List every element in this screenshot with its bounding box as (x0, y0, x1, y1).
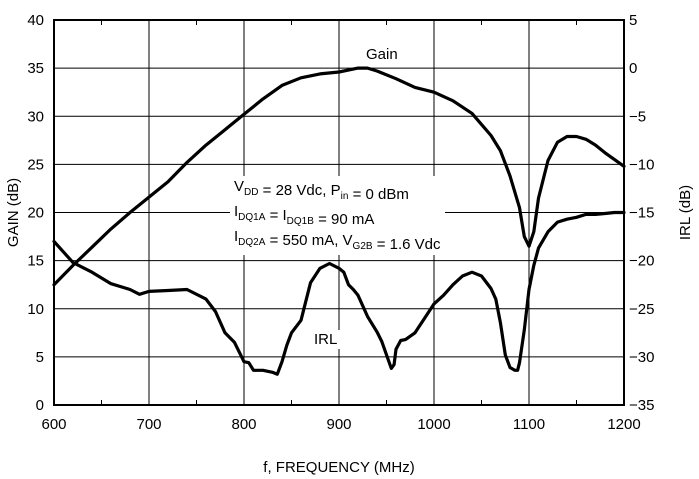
right-y-axis-title: IRL (dB) (677, 185, 694, 240)
right-y-tick-label: −35 (629, 397, 654, 414)
left-y-tick-label: 15 (27, 253, 44, 270)
x-tick-label: 1000 (417, 416, 450, 433)
ticks (101, 20, 577, 405)
tick-labels: 600 700 800 900 1000 1100 1200 0 −35 5 −30 10 −25 15 −… (27, 12, 654, 433)
left-y-tick-label: 5 (36, 349, 44, 366)
left-y-tick-label: 30 (27, 108, 44, 125)
x-tick-label: 1100 (513, 416, 545, 433)
left-y-tick-label: 35 (27, 60, 44, 77)
annotation-background (230, 176, 446, 255)
x-tick-label: 1200 (607, 416, 640, 433)
right-y-tick-label: −15 (629, 205, 654, 222)
x-tick-label: 900 (326, 416, 351, 433)
series-layer (52, 66, 626, 376)
plot-frame (53, 19, 625, 406)
x-tick-label: 700 (136, 416, 161, 433)
gain-series-line (52, 66, 626, 287)
irl-label-background (311, 330, 341, 349)
left-y-tick-label: 40 (27, 12, 44, 29)
irl-series-label: IRL (314, 331, 337, 348)
annotation-line-2: IDQ1A = IDQ1B = 90 mA (234, 203, 374, 228)
irl-series-line (52, 210, 626, 376)
right-y-tick-label: 5 (629, 12, 637, 29)
left-y-tick-label: 20 (27, 205, 44, 222)
left-y-tick-label: 10 (27, 301, 44, 318)
right-y-tick-label: −20 (629, 253, 654, 270)
left-y-tick-label: 25 (27, 156, 44, 173)
right-y-tick-label: −5 (629, 108, 646, 125)
right-y-tick-label: −10 (629, 156, 654, 173)
right-y-tick-label: 0 (629, 60, 637, 77)
x-tick-label: 800 (231, 416, 256, 433)
x-tick-label: 600 (41, 416, 66, 433)
right-y-tick-label: −30 (629, 349, 654, 366)
gain-series-label: Gain (366, 46, 398, 63)
right-y-tick-label: −25 (629, 301, 654, 318)
annotation-line-3: IDQ2A = 550 mA, VG2B = 1.6 Vdc (234, 228, 441, 253)
x-axis-title: f, FREQUENCY (MHz) (263, 459, 414, 476)
annotation-line-1: VDD = 28 Vdc, Pin = 0 dBm (234, 178, 409, 203)
left-y-axis-title: GAIN (dB) (5, 178, 22, 247)
left-y-tick-label: 0 (36, 397, 44, 414)
